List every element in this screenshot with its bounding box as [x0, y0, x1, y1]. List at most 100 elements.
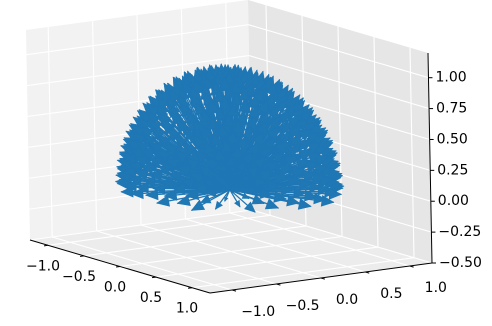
quiver-arrow-head	[252, 156, 267, 170]
quiver-arrow-head	[259, 187, 274, 200]
quiver-arrow-head	[127, 161, 143, 173]
quiver-arrow-head	[139, 126, 154, 140]
quiver-arrow-head	[215, 147, 227, 163]
quiver-arrow-head	[265, 161, 281, 173]
quiver-arrow-head	[145, 188, 159, 201]
quiver-arrow-shaft	[210, 99, 231, 190]
z-tick-label: −0.50	[439, 255, 482, 271]
quiver-arrow-head	[214, 200, 223, 210]
quiver-arrow-head	[271, 151, 286, 164]
quiver-arrow-head	[190, 199, 206, 211]
quiver-arrow-head	[255, 121, 268, 136]
x-tick-label: 0.0	[104, 280, 126, 296]
quiver-arrow-head	[244, 201, 256, 213]
quiver-arrow-head	[302, 121, 317, 135]
quiver-arrow-head	[286, 175, 301, 188]
quiver-arrow-head	[214, 106, 226, 121]
quiver-arrow-head	[157, 112, 171, 126]
y-tick-mark	[409, 265, 414, 268]
gridline-z-left	[26, 24, 249, 56]
y-tick-label: 1.0	[425, 280, 447, 296]
quiver-arrow-head	[251, 194, 265, 205]
quiver-arrow-head	[208, 116, 220, 131]
quiver-arrow-head	[185, 188, 200, 201]
quiver-arrow-head	[293, 186, 307, 199]
gridline-x-back	[373, 37, 379, 248]
quiver-arrow-head	[142, 175, 156, 188]
quiver-arrow-head	[263, 94, 275, 109]
quiver-arrow-head	[193, 134, 206, 149]
axis-lines	[29, 52, 436, 294]
gridline-z-back	[248, 24, 429, 79]
quiver-arrow-head	[241, 192, 250, 199]
tick-labels: −1.0−0.50.00.51.0 −1.0 −0.5 0.0 0.5 1.0−0.50−…	[26, 70, 482, 320]
quiver-arrow-head	[174, 135, 188, 149]
quiver-arrow-head	[231, 119, 244, 134]
gridline-y-floor	[96, 230, 277, 285]
quiver-arrow-head	[135, 141, 151, 154]
z-axis-line	[427, 52, 433, 264]
quiver-arrow-head	[129, 148, 144, 160]
quiver-arrow-head	[202, 76, 215, 91]
gridline-z-back	[248, 55, 430, 110]
quiver-arrow-head	[199, 165, 213, 178]
quiver-arrow-head	[305, 132, 320, 145]
quiver-arrow-head	[306, 152, 322, 164]
x-tick-mark	[43, 244, 49, 247]
quiver-arrow-head	[247, 105, 259, 120]
quiver-arrow-head	[286, 145, 301, 158]
gridline-z-left	[29, 209, 253, 241]
quiver-arrow-head	[235, 109, 248, 124]
quiver-arrow-head	[246, 165, 260, 178]
quiver-arrow-head	[204, 141, 216, 156]
quiver-arrow-head	[314, 145, 329, 157]
quiver-arrow-head	[163, 189, 178, 201]
quiver-arrow-head	[241, 125, 253, 141]
gridline-y-floor	[52, 236, 233, 291]
quiver-arrow-head	[263, 136, 277, 151]
y-tick-mark	[365, 271, 370, 274]
quiver-arrow-shaft	[229, 126, 280, 191]
x-tick-label: 0.5	[140, 290, 162, 306]
quiver-arrow-head	[217, 123, 229, 137]
quiver-arrow-head	[273, 99, 286, 114]
quiver-arrow-head	[207, 99, 220, 114]
quiver-arrow-head	[238, 87, 250, 102]
quiver-arrow-head	[279, 164, 294, 176]
quiver-arrow-head	[208, 156, 220, 171]
quiver-arrow-head	[220, 138, 233, 153]
quiver-arrow-head	[128, 174, 142, 187]
quiver-arrow-head	[168, 171, 183, 183]
quiver-arrow-head	[148, 142, 164, 155]
quiver-arrow-head	[309, 181, 323, 194]
quiver-arrow-head	[307, 142, 322, 154]
y-tick-label: 0.5	[380, 286, 402, 302]
gridline-x-back	[337, 26, 343, 237]
quiver-arrow-head	[267, 105, 279, 120]
quiver-arrow-head	[264, 198, 280, 210]
z-tick-label: 1.00	[436, 70, 467, 86]
quiver-arrow-head	[175, 150, 190, 164]
quiver-arrow-head	[249, 185, 259, 194]
quiver-arrow-head	[304, 189, 318, 202]
quiver-arrow-head	[203, 179, 214, 188]
quiver-arrow-head	[120, 185, 134, 198]
quiver-arrow-head	[288, 135, 303, 148]
x-tick-label: −0.5	[62, 269, 96, 285]
quiver-arrow-head	[194, 183, 207, 194]
quiver-arrow-head	[230, 92, 242, 106]
quiver-arrow-head	[266, 126, 280, 141]
z-tick-label: 0.50	[437, 132, 468, 148]
quiver-arrow-head	[268, 115, 281, 131]
quiver-arrow-head	[225, 154, 236, 166]
quiver-arrow-head	[157, 164, 172, 176]
quiver-arrow-head	[176, 119, 189, 134]
quiver-arrow-head	[227, 103, 239, 117]
quiver-arrow-head	[211, 132, 223, 147]
gridline-y-left	[92, 20, 98, 232]
quiver-arrow-head	[236, 135, 248, 150]
y-tick-label: −0.5	[286, 298, 320, 314]
z-tick-label: 0.25	[437, 162, 468, 178]
y-tick-mark	[276, 283, 281, 286]
